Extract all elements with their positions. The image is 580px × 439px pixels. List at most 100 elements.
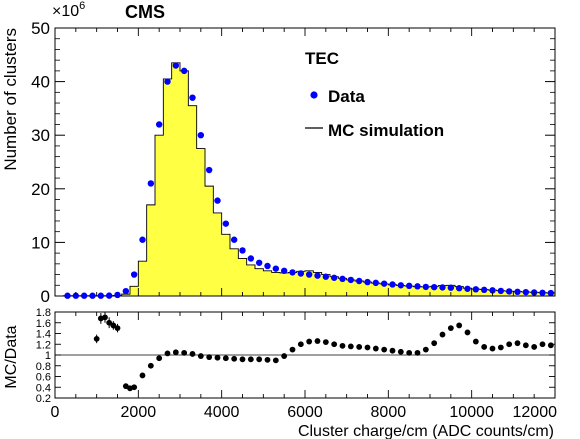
ratio-point (497, 344, 504, 351)
data-point (472, 286, 480, 293)
top-y-tick-label: 30 (31, 126, 50, 145)
data-point (489, 287, 496, 294)
data-point (172, 62, 180, 69)
x-tick-label: 0 (51, 404, 60, 421)
x-tick-label: 4000 (204, 404, 240, 421)
ratio-point (539, 341, 546, 348)
data-point (297, 270, 305, 277)
data-point (439, 284, 446, 291)
data-point (189, 94, 196, 101)
ratio-point (256, 356, 263, 363)
ratio-point (197, 353, 204, 359)
data-point (505, 288, 513, 295)
data-point (139, 236, 146, 243)
data-point (205, 166, 213, 174)
data-point (347, 276, 355, 284)
data-point (222, 220, 230, 227)
data-point (247, 255, 255, 262)
ratio-y-axis-label: MC/Data (3, 325, 20, 388)
data-point (305, 271, 313, 278)
data-point (330, 274, 338, 281)
top-y-tick-label: 40 (31, 73, 50, 92)
ratio-point (239, 356, 246, 363)
ratio-y-tick-label: 1.4 (36, 329, 51, 341)
ratio-point (289, 346, 296, 353)
data-point (380, 280, 388, 287)
ratio-y-tick-label: 0.6 (36, 372, 51, 384)
ratio-point (272, 357, 279, 364)
ratio-point (222, 355, 229, 362)
top-y-axis-ticks: 0 10 20 30 40 50 (31, 19, 555, 306)
ratio-point (93, 335, 100, 342)
ratio-panel: 0.20.40.60.811.21.41.61.8 0 2000 4000 6000 8… (3, 307, 557, 439)
ratio-y-tick-label: 0.8 (36, 361, 51, 373)
data-points-group (64, 62, 555, 299)
ratio-point (322, 339, 329, 345)
ratio-point (522, 342, 529, 349)
data-point (272, 265, 280, 272)
data-point (147, 180, 155, 187)
ratio-point (189, 351, 196, 357)
data-point (322, 273, 330, 280)
ratio-point (264, 356, 271, 363)
data-point (447, 284, 455, 291)
ratio-x-axis-ticks: 0 2000 4000 6000 8000 10000 12000 (51, 312, 558, 421)
ratio-point (439, 331, 446, 338)
ratio-point (347, 343, 354, 350)
ratio-point (131, 384, 138, 391)
x-tick-label: 8000 (371, 404, 407, 421)
data-point (122, 287, 130, 295)
ratio-point (214, 354, 221, 361)
ratio-point (231, 355, 238, 362)
ratio-point (447, 325, 454, 332)
ratio-y-tick-label: 0.4 (36, 382, 51, 394)
data-point (239, 247, 246, 254)
x-tick-label: 12000 (513, 404, 558, 421)
ratio-point (464, 329, 471, 336)
ratio-point (181, 349, 188, 356)
ratio-point (114, 325, 121, 332)
data-point (289, 269, 296, 276)
x-tick-label: 2000 (121, 404, 157, 421)
ratio-point (339, 342, 346, 349)
panel-label: TEC (305, 49, 339, 68)
data-point (514, 288, 521, 296)
ratio-point (314, 338, 321, 344)
ratio-point (406, 349, 413, 356)
data-point (97, 292, 105, 299)
ratio-point (397, 348, 404, 355)
ratio-y-tick-label: 1 (45, 350, 51, 362)
ratio-point (381, 346, 388, 353)
ratio-point (172, 349, 179, 356)
ratio-point (422, 346, 429, 353)
data-point (355, 277, 363, 285)
ratio-y-tick-label: 1.2 (36, 339, 51, 351)
ratio-point (102, 314, 108, 321)
top-y-tick-label: 10 (31, 233, 50, 252)
top-y-tick-label: 0 (41, 287, 50, 306)
ratio-point (306, 338, 313, 345)
ratio-y-axis-ticks: 0.20.40.60.811.21.41.61.8 (36, 307, 555, 405)
data-point (89, 292, 96, 299)
ratio-point (247, 356, 254, 363)
data-point (397, 282, 405, 289)
ratio-point (389, 347, 396, 354)
legend-data-label: Data (328, 87, 365, 106)
legend: TEC Data MC simulation (305, 49, 444, 140)
data-point (539, 289, 546, 296)
ratio-point (547, 342, 554, 349)
ratio-point (489, 345, 496, 352)
ratio-point (156, 355, 163, 362)
data-point (547, 289, 555, 297)
top-x-axis-ticks (54, 28, 556, 296)
data-point (180, 67, 188, 75)
top-y-axis-label: Number of clusters (1, 28, 20, 171)
ratio-point (456, 322, 463, 329)
data-point (414, 283, 421, 290)
data-point (480, 286, 488, 294)
data-point (130, 271, 138, 278)
data-point (364, 278, 371, 286)
ratio-point (139, 372, 146, 379)
ratio-point (506, 341, 513, 348)
